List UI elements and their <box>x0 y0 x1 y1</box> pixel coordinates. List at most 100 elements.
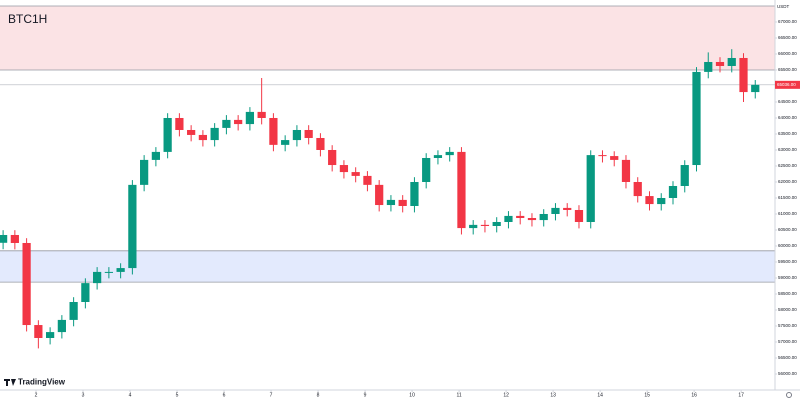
candle-body <box>410 181 419 206</box>
y-tick-label: 62500.00 <box>778 163 797 168</box>
candle-body <box>34 325 43 338</box>
candle-body <box>633 181 642 197</box>
y-tick-label: 61500.00 <box>778 195 797 200</box>
candle-body <box>128 184 137 269</box>
last-price-label: 65036.00 <box>777 82 796 87</box>
x-tick-label: 17 <box>738 392 744 398</box>
candle-body <box>539 213 548 221</box>
y-tick-label: 57500.00 <box>778 323 797 328</box>
candle-body <box>351 172 360 176</box>
candle-body <box>222 119 231 128</box>
x-tick-label: 15 <box>644 392 650 398</box>
settings-icon[interactable] <box>786 392 792 398</box>
zone <box>0 250 775 283</box>
candle-body <box>69 301 78 320</box>
x-tick-label: 14 <box>597 392 603 398</box>
candle-body <box>234 119 243 125</box>
candle-body <box>140 159 149 185</box>
x-tick-label: 6 <box>223 392 226 398</box>
candle-body <box>398 199 407 206</box>
candle-body <box>22 242 31 326</box>
candle-body <box>457 151 466 229</box>
candle-body <box>292 129 302 141</box>
candle-body <box>574 209 584 222</box>
candle-body <box>739 57 748 93</box>
candle-body <box>363 175 372 185</box>
x-tick-label: 2 <box>35 392 38 398</box>
y-tick-label: 65500.00 <box>778 67 797 72</box>
y-tick-label: 60500.00 <box>778 227 797 232</box>
candle-body <box>175 117 184 130</box>
candle-body <box>0 234 8 243</box>
candle-body <box>715 61 725 66</box>
candle-body <box>551 207 560 214</box>
candle-body <box>104 271 113 273</box>
x-tick-label: 3 <box>82 392 85 398</box>
candle-body <box>621 159 631 182</box>
candle-body <box>516 215 525 218</box>
y-tick-label: 57000.00 <box>778 339 797 344</box>
x-tick-label: 13 <box>550 392 556 398</box>
candle-body <box>480 224 490 226</box>
candle-body <box>375 184 384 206</box>
price-unit: USDT <box>777 4 790 9</box>
candle-body <box>527 217 537 221</box>
y-tick-label: 60000.00 <box>778 243 797 248</box>
candle-body <box>680 165 689 186</box>
x-tick-label: 10 <box>409 392 415 398</box>
y-tick-label: 58500.00 <box>778 291 797 296</box>
y-tick-label: 61000.00 <box>778 211 797 216</box>
candle-body <box>469 224 478 229</box>
candle-body <box>10 234 19 243</box>
y-tick-label: 59000.00 <box>778 275 797 280</box>
candle-body <box>257 111 266 118</box>
x-tick-label: 11 <box>456 392 461 398</box>
x-tick-label: 4 <box>129 392 132 398</box>
candle-body <box>586 155 595 222</box>
x-tick-label: 7 <box>270 392 273 398</box>
candle-body <box>116 268 125 272</box>
candle-body <box>269 117 278 145</box>
y-tick-label: 66000.00 <box>778 51 797 56</box>
candle-body <box>386 199 396 206</box>
candle-body <box>57 319 66 333</box>
y-tick-label: 63500.00 <box>778 131 797 136</box>
candle-body <box>328 149 337 166</box>
x-tick-label: 8 <box>317 392 320 398</box>
candle-body <box>151 151 160 160</box>
logo: TradingView <box>4 378 66 387</box>
candle-body <box>198 134 208 141</box>
brand: TradingView <box>18 378 66 387</box>
candle-body <box>45 332 55 338</box>
candle-body <box>187 129 196 135</box>
candle-body <box>645 196 654 205</box>
y-tick-label: 62000.00 <box>778 179 797 184</box>
candle-body <box>704 61 713 72</box>
candle-body <box>445 151 454 156</box>
y-tick-label: 63000.00 <box>778 147 797 152</box>
candle-body <box>304 129 313 138</box>
x-tick-label: 12 <box>503 392 509 398</box>
candle-body <box>598 155 607 157</box>
chart-title: BTC1H <box>8 12 47 26</box>
candle-body <box>163 117 172 152</box>
candle-body <box>210 127 219 141</box>
candle-body <box>316 137 325 150</box>
candle-body <box>492 221 501 226</box>
y-tick-label: 58000.00 <box>778 307 797 312</box>
y-tick-label: 56500.00 <box>778 355 797 360</box>
candle-body <box>81 283 90 302</box>
x-tick-label: 5 <box>176 392 179 398</box>
x-tick-label: 9 <box>364 392 367 398</box>
candle-body <box>668 185 678 198</box>
zone <box>0 5 775 70</box>
y-tick-label: 67000.00 <box>778 19 797 24</box>
candle-body <box>563 207 572 210</box>
y-tick-label: 56000.00 <box>778 371 797 376</box>
x-tick-label: 16 <box>691 392 697 398</box>
candle-body <box>93 271 102 284</box>
candle-body <box>504 215 513 222</box>
y-tick-label: 66500.00 <box>778 35 797 40</box>
y-tick-label: 59500.00 <box>778 259 797 264</box>
candle-body <box>433 155 443 158</box>
